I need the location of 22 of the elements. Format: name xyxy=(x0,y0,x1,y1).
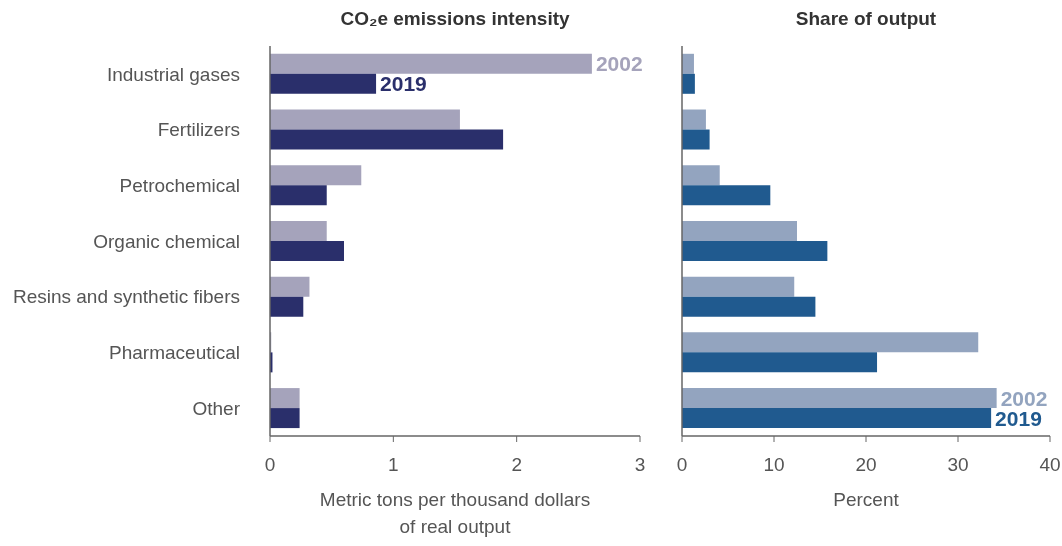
x-tick-label: 40 xyxy=(1039,454,1061,476)
x-axis-title: Metric tons per thousand dollars of real output xyxy=(319,489,591,537)
series-label: 2002 xyxy=(595,52,643,76)
x-tick-label: 10 xyxy=(763,454,785,476)
chart-title: CO₂e emissions intensity xyxy=(339,8,571,30)
y-tick-label: Organic chemical xyxy=(93,230,240,252)
y-tick-label: Fertilizers xyxy=(157,119,240,141)
series-label: 2019 xyxy=(380,72,427,96)
x-tick-label: 1 xyxy=(388,454,399,476)
x-tick-label: 2 xyxy=(511,454,522,476)
x-tick-label: 3 xyxy=(634,454,646,476)
x-tick-label: 0 xyxy=(676,454,688,476)
chart-title: Share of output xyxy=(794,8,938,30)
x-tick-label: 0 xyxy=(264,454,276,476)
y-tick-label: Pharmaceutical xyxy=(109,342,240,364)
x-axis-title: Percent xyxy=(833,489,900,510)
x-tick-label: 30 xyxy=(947,454,969,476)
x-tick-label: 20 xyxy=(855,454,877,476)
y-tick-label: Petrochemical xyxy=(119,175,240,197)
y-tick-label: Other xyxy=(192,397,241,419)
y-tick-label: Resins and synthetic fibers xyxy=(12,286,240,308)
y-tick-label: Industrial gases xyxy=(106,63,240,85)
